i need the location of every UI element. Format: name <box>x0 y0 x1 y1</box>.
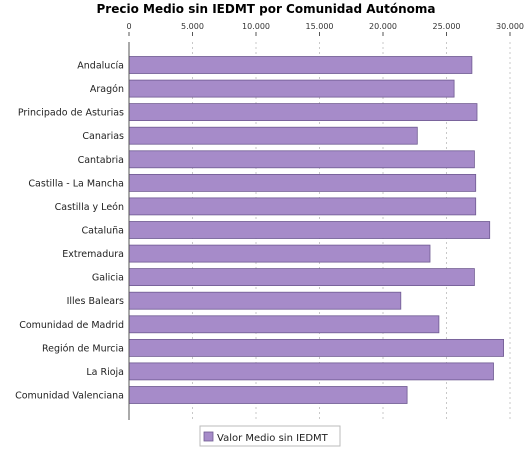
bar <box>128 126 418 145</box>
x-tick-label: 30.000 <box>496 22 524 31</box>
bar <box>128 197 477 216</box>
legend-box <box>199 425 341 447</box>
category-label: Cataluña <box>81 226 124 237</box>
bar <box>128 291 402 310</box>
x-axis-ticks: 0 5.000 10.000 15.000 20.000 25.000 30.000 <box>126 22 524 36</box>
bar <box>128 103 478 121</box>
category-label: Cantabria <box>78 155 124 166</box>
x-tick-label: 5.000 <box>181 22 204 31</box>
legend-label: Valor Medio sin IEDMT <box>217 433 329 444</box>
bar <box>128 173 477 192</box>
category-label: Castilla - La Mancha <box>28 178 124 189</box>
x-tick-label: 10.000 <box>242 22 270 31</box>
category-label: Canarias <box>82 131 124 142</box>
grid-lines <box>192 42 511 420</box>
category-label: Illes Balears <box>67 296 124 307</box>
category-labels: Andalucía Aragón Principado de Asturias Can… <box>15 61 124 402</box>
bars <box>128 56 505 404</box>
category-label: Castilla y León <box>55 202 124 213</box>
category-label: Aragón <box>90 84 124 95</box>
category-label: Extremadura <box>62 249 124 260</box>
bar <box>128 244 431 263</box>
bar <box>128 338 505 357</box>
bar <box>128 386 408 404</box>
legend-swatch <box>203 431 214 442</box>
category-label: Comunidad de Madrid <box>19 320 124 331</box>
chart-title: Precio Medio sin IEDMT por Comunidad Aut… <box>97 2 436 16</box>
x-tick-label: 20.000 <box>369 22 397 31</box>
bar <box>128 221 491 239</box>
category-label: Principado de Asturias <box>18 108 124 119</box>
category-label: Galicia <box>92 273 124 284</box>
x-tick-label: 15.000 <box>306 22 334 31</box>
bar <box>128 79 455 98</box>
category-label: La Rioja <box>86 367 124 378</box>
category-label: Andalucía <box>77 61 124 72</box>
category-label: Comunidad Valenciana <box>15 391 124 402</box>
category-label: Región de Murcia <box>42 343 124 354</box>
bar <box>128 150 475 169</box>
x-tick-label: 0 <box>126 22 131 31</box>
bar <box>128 268 475 287</box>
legend: Valor Medio sin IEDMT <box>199 425 341 447</box>
bar <box>128 56 473 74</box>
bar <box>128 315 440 334</box>
bar <box>128 362 494 381</box>
x-tick-label: 25.000 <box>433 22 461 31</box>
